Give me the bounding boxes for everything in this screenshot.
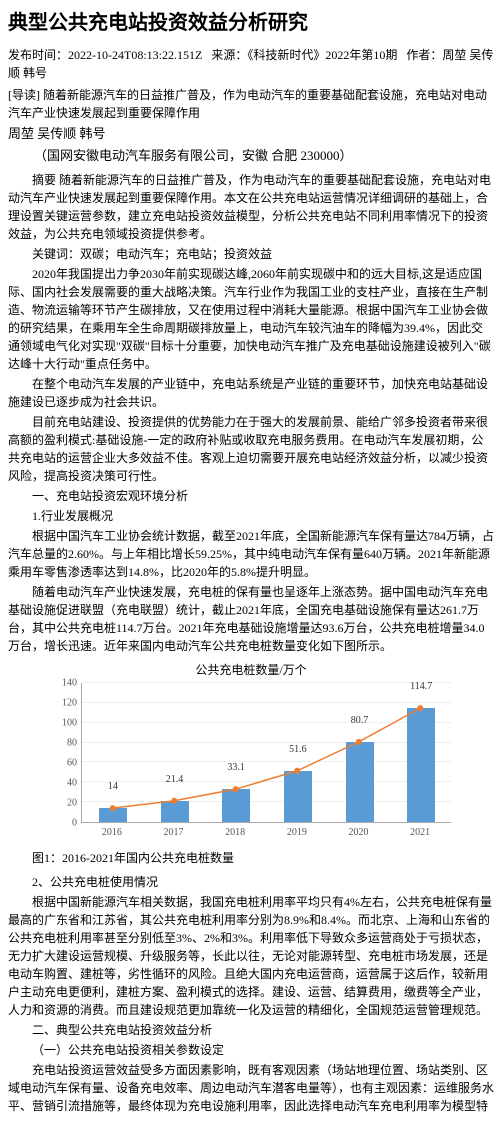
section-2-1-title: （一）公共充电站投资相关参数设定 <box>8 1041 494 1059</box>
abstract: 摘要 随着新能源汽车的日益推广普及，作为电动汽车的重要基础配套设施，充电站对电动… <box>8 171 494 243</box>
bar-value-label: 80.7 <box>351 713 369 728</box>
bar <box>222 789 250 822</box>
x-tick-label: 2021 <box>410 825 430 840</box>
lead-text: [导读] 随着新能源汽车的日益推广普及，作为电动汽车的重要基础配套设施，充电站对… <box>8 86 494 122</box>
bar <box>407 708 435 822</box>
chart-container: 公共充电桩数量/万个 140 120 100 80 60 40 20 0 14 2… <box>8 661 494 843</box>
y-axis: 140 120 100 80 60 40 20 0 <box>51 683 81 823</box>
source-value: 《科技新时代》2022年第10期 <box>247 48 397 62</box>
x-tick-label: 2020 <box>349 825 369 840</box>
bar-value-label: 21.4 <box>166 772 184 787</box>
bar-value-label: 33.1 <box>227 760 245 775</box>
bar-value-label: 51.6 <box>289 742 307 757</box>
y-tick: 80 <box>67 736 77 751</box>
section-1-1-title: 1.行业发展概况 <box>8 507 494 525</box>
y-tick: 20 <box>67 795 77 810</box>
page-title: 典型公共充电站投资效益分析研究 <box>8 8 494 38</box>
para-5: 随着电动汽车产业快速发展，充电桩的保有量也呈逐年上涨态势。据中国电动汽车充电基础… <box>8 583 494 655</box>
bar <box>284 771 312 822</box>
pubtime-value: 2022-10-24T08:13:22.151Z <box>68 48 202 62</box>
y-tick: 0 <box>72 816 77 831</box>
x-tick-label: 2019 <box>287 825 307 840</box>
y-tick: 60 <box>67 755 77 770</box>
para-1: 2020年我国提出力争2030年前实现碳达峰,2060年前实现碳中和的远大目标,… <box>8 265 494 373</box>
section-1-2-title: 2、公共充电桩使用情况 <box>8 873 494 891</box>
y-tick: 140 <box>62 676 77 691</box>
section-1-title: 一、充电站投资宏观环境分析 <box>8 487 494 505</box>
bar <box>99 808 127 822</box>
x-tick-label: 2018 <box>225 825 245 840</box>
x-tick-label: 2016 <box>102 825 122 840</box>
para-3: 目前充电站建设、投资提供的优势能力在于强大的发展前景、能给广邻多投资者带来很高额… <box>8 413 494 485</box>
bar <box>161 801 189 822</box>
chart-caption: 图1：2016-2021年国内公共充电桩数量 <box>8 849 494 867</box>
pubtime-label: 发布时间： <box>8 48 68 62</box>
bar <box>346 742 374 822</box>
bar-value-label: 14 <box>108 779 118 794</box>
section-2-title: 二、典型公共充电站投资效益分析 <box>8 1021 494 1039</box>
para-4: 根据中国汽车工业协会统计数据，截至2021年底，全国新能源汽车保有量达784万辆… <box>8 527 494 581</box>
x-tick-label: 2017 <box>164 825 184 840</box>
authors-line: 周堃 吴传顺 韩号 <box>8 124 494 144</box>
y-tick: 40 <box>67 775 77 790</box>
y-tick: 120 <box>62 696 77 711</box>
plot-area: 1421.433.151.680.7114.7 <box>81 683 451 823</box>
bar-value-label: 114.7 <box>410 679 432 694</box>
bar-chart: 140 120 100 80 60 40 20 0 14 21.4 33.1 51.6… <box>51 683 451 843</box>
y-tick: 100 <box>62 716 77 731</box>
source-label: 来源： <box>211 48 247 62</box>
meta-line: 发布时间：2022-10-24T08:13:22.151Z 来源：《科技新时代》… <box>8 46 494 82</box>
keywords: 关键词：双碳；电动汽车；充电站；投资效益 <box>8 245 494 263</box>
para-6: 根据中国新能源汽车相关数据，我国充电桩利用率平均只有4%左右，公共充电桩保有量最… <box>8 893 494 1019</box>
para-7: 充电站投资运营效益受多方面因素影响，既有客观因素（场站地理位置、场站类别、区域电… <box>8 1061 494 1115</box>
affiliation: （国网安徽电动汽车服务有限公司，安徽 合肥 230000） <box>8 146 494 166</box>
para-2: 在整个电动汽车发展的产业链中，充电站系统是产业链的重要环节，加快充电站基础设施建… <box>8 375 494 411</box>
author-label: 作者： <box>406 48 442 62</box>
x-axis: 2016 2017 2018 2019 2020 2021 <box>81 823 451 843</box>
chart-title: 公共充电桩数量/万个 <box>8 661 494 679</box>
